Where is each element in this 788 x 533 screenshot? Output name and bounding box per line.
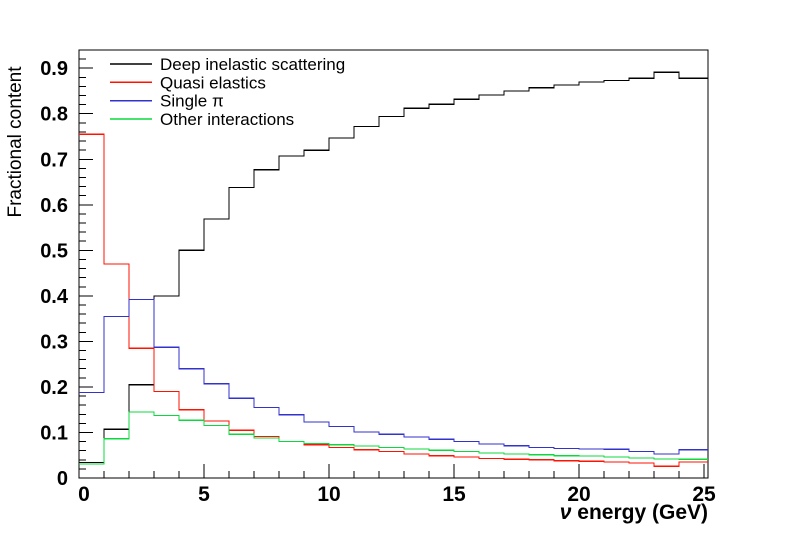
x-axis-title-rest: energy (GeV) (571, 501, 708, 524)
x-tick-label: 15 (442, 483, 466, 506)
y-tick-label: 0.5 (40, 240, 68, 262)
series-quasi-elastics (79, 133, 708, 467)
series-deep-inelastic-scattering (79, 71, 708, 464)
axis-ticks (78, 58, 705, 479)
series-single- (79, 298, 708, 455)
histogram-series (79, 71, 708, 467)
y-tick-label: 0.7 (40, 149, 68, 171)
y-tick-label: 0.4 (40, 286, 69, 308)
legend-item: Deep inelastic scattering (110, 55, 345, 74)
series-other-interactions (79, 411, 708, 465)
frame-rect (78, 49, 709, 479)
x-tick-label: 5 (198, 483, 210, 506)
x-axis-title: ν energy (GeV) (560, 501, 708, 524)
legend-label: Quasi elastics (160, 73, 266, 92)
y-tick-label: 0.2 (40, 377, 68, 399)
legend-label: Deep inelastic scattering (160, 55, 345, 74)
y-tick-label: 0.3 (40, 331, 68, 353)
y-tick-label: 0.9 (40, 58, 68, 80)
y-tick-label: 0.8 (40, 104, 68, 126)
legend-item: Single π (110, 92, 224, 111)
legend-label: Single π (160, 92, 224, 111)
axis-tick-labels: 0 5 10 15 20 25 0 0.1 0.2 0.3 0.4 0.5 0.6 0.7 0.8 0.9 (40, 58, 716, 506)
y-axis-title: Fractional content (5, 66, 26, 218)
x-tick-label: 25 (692, 483, 716, 506)
y-tick-label: 0.6 (40, 195, 68, 217)
legend-label: Other interactions (160, 110, 294, 129)
x-tick-label: 0 (78, 483, 90, 506)
legend-item: Other interactions (110, 110, 294, 129)
nu-symbol: ν (560, 501, 572, 524)
y-tick-label: 0.1 (40, 422, 68, 444)
x-tick-label: 10 (317, 483, 340, 506)
y-tick-label: 0 (57, 468, 68, 490)
x-tick-label: 20 (567, 483, 590, 506)
legend-item: Quasi elastics (110, 73, 266, 92)
plot-frame (78, 49, 709, 479)
